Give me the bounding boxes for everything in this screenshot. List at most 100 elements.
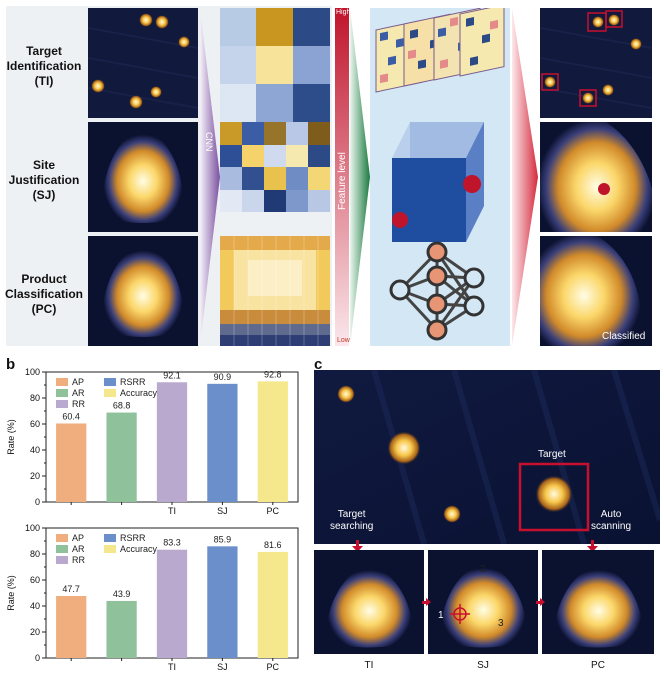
row-label-ti: Target Identification (TI) xyxy=(4,44,84,89)
legend-swatch-RR xyxy=(56,400,68,408)
red-arrow xyxy=(512,8,538,346)
x-tick-label: TI xyxy=(168,662,176,672)
feature-maps xyxy=(220,8,330,346)
row-label-pc: Product Classification (PC) xyxy=(4,272,84,317)
x-tick-label: TI xyxy=(168,506,176,516)
feature-map-3 xyxy=(220,236,330,346)
value-label: 60.4 xyxy=(62,411,80,421)
panel-b-label: b xyxy=(6,356,16,373)
row-ti-line2: Identification xyxy=(6,59,82,73)
cnn-label-wrap: CNN xyxy=(202,132,214,192)
target-label: Target xyxy=(538,449,566,460)
feature-level-label: Feature level xyxy=(337,152,348,210)
bar-TI xyxy=(156,382,188,502)
panel-c-label: c xyxy=(314,356,323,373)
row-sj-line1: Site xyxy=(32,158,55,172)
stacked-feature-grids xyxy=(375,8,505,93)
x-tick-label: PC xyxy=(267,662,280,672)
legend-label-AP: AP xyxy=(72,377,84,387)
value-label: 83.3 xyxy=(163,538,181,548)
value-label: 47.7 xyxy=(62,584,80,594)
stm-image-sj xyxy=(88,122,198,232)
bar-AP xyxy=(56,595,87,658)
y-tick-label: 0 xyxy=(35,653,40,663)
bar-PC xyxy=(257,381,288,502)
legend-swatch-RR xyxy=(56,556,68,564)
value-label: 81.6 xyxy=(264,540,282,550)
network-illustration xyxy=(375,8,505,341)
stm-bottom-pc xyxy=(542,550,654,654)
target-searching-label: Target searching xyxy=(330,509,373,533)
bar-AP xyxy=(56,423,87,502)
legend-label-RSRR: RSRR xyxy=(120,377,146,387)
y-tick-label: 80 xyxy=(30,393,40,403)
feature-level-label-wrap: Feature level xyxy=(337,140,349,220)
legend-label-AR: AR xyxy=(72,544,85,554)
bar-PC xyxy=(257,551,288,658)
subcaption-pc: PC xyxy=(591,660,605,671)
legend-swatch-RSRR xyxy=(104,378,116,386)
legend-swatch-AP xyxy=(56,378,68,386)
feature-level-bar xyxy=(335,8,349,346)
down-arrows xyxy=(352,540,598,552)
legend-label-RSRR: RSRR xyxy=(120,533,146,543)
output-image-sj xyxy=(540,122,652,232)
output-image-pc xyxy=(540,236,652,346)
row-sj-line3: (SJ) xyxy=(32,188,56,202)
legend-label-RR: RR xyxy=(72,399,85,409)
y-tick-label: 60 xyxy=(30,575,40,585)
auto-scanning-line1: Auto xyxy=(600,509,622,520)
row-pc-line2: Classification xyxy=(4,287,84,301)
nn-nodes xyxy=(389,241,485,341)
site-number-3: 3 xyxy=(498,618,504,629)
legend-swatch-AR xyxy=(56,545,68,553)
bar-chart-1: 0 20 40 60 80 100 Rate (%) 60.4 68.8 92.1 TI 90.9 SJ… xyxy=(6,367,299,516)
neural-network xyxy=(398,250,476,332)
y-tick-label: 20 xyxy=(30,627,40,637)
y-tick-label: 100 xyxy=(25,367,40,377)
y-axis-label: Rate (%) xyxy=(6,419,16,455)
bar-SJ xyxy=(207,383,238,502)
target-box xyxy=(518,462,590,532)
y-tick-label: 80 xyxy=(30,549,40,559)
x-tick-label: SJ xyxy=(217,662,228,672)
y-tick-label: 40 xyxy=(30,445,40,455)
cnn-label: CNN xyxy=(204,132,214,152)
row-ti-line3: (TI) xyxy=(34,74,54,88)
bar-AR xyxy=(106,600,137,658)
legend-swatch-Accuracy xyxy=(104,545,116,553)
stm-image-pc xyxy=(88,236,198,346)
green-arrow xyxy=(350,8,370,346)
row-sj-line2: Justification xyxy=(8,173,80,187)
bar-SJ xyxy=(207,546,238,658)
value-label: 92.8 xyxy=(264,369,282,379)
legend-swatch-Accuracy xyxy=(104,389,116,397)
legend-swatch-AP xyxy=(56,534,68,542)
feature-cube xyxy=(392,122,484,242)
stm-overview-image xyxy=(314,370,660,544)
y-tick-label: 100 xyxy=(25,523,40,533)
stm-bottom-ti xyxy=(314,550,424,654)
high-label: High xyxy=(336,9,351,16)
y-tick-label: 0 xyxy=(35,497,40,507)
x-tick-label: SJ xyxy=(217,506,228,516)
value-label: 90.9 xyxy=(214,372,232,382)
value-label: 85.9 xyxy=(214,534,232,544)
subcaption-sj: SJ xyxy=(477,660,489,671)
target-searching-line2: searching xyxy=(330,521,374,532)
target-searching-line1: Target xyxy=(337,509,366,520)
legend-label-Accuracy: Accuracy xyxy=(120,544,158,554)
y-tick-label: 40 xyxy=(30,601,40,611)
legend-label-Accuracy: Accuracy xyxy=(120,388,158,398)
bar-AR xyxy=(106,412,137,502)
y-axis-label: Rate (%) xyxy=(6,575,16,611)
right-arrows xyxy=(422,598,545,606)
stm-image-ti xyxy=(88,8,198,118)
auto-scanning-label: Auto scanning xyxy=(591,509,631,533)
stm-bottom-sj xyxy=(428,550,538,654)
legend-swatch-RSRR xyxy=(104,534,116,542)
subcaption-ti: TI xyxy=(364,660,374,671)
auto-scanning-line2: scanning xyxy=(591,521,632,532)
legend-label-AR: AR xyxy=(72,388,85,398)
row-ti-line1: Target xyxy=(26,44,62,58)
